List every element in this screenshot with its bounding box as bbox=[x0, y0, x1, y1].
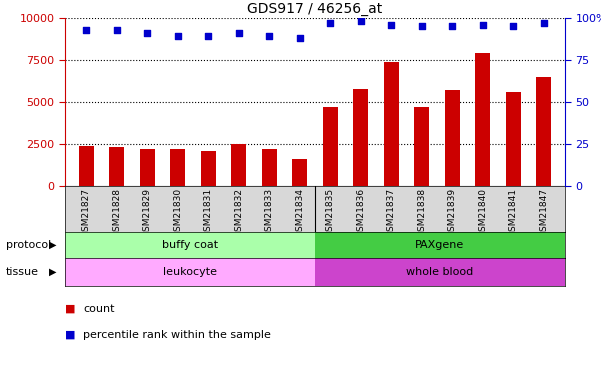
Bar bbox=[445, 90, 460, 186]
Text: GSM21838: GSM21838 bbox=[417, 188, 426, 237]
Bar bbox=[292, 159, 307, 186]
Text: ▶: ▶ bbox=[49, 267, 56, 277]
Bar bbox=[231, 144, 246, 186]
Text: buffy coat: buffy coat bbox=[162, 240, 218, 250]
Text: ■: ■ bbox=[65, 303, 76, 313]
Text: PAXgene: PAXgene bbox=[415, 240, 465, 250]
Bar bbox=[261, 149, 277, 186]
Bar bbox=[536, 77, 551, 186]
Bar bbox=[323, 107, 338, 186]
Point bbox=[112, 27, 121, 33]
Text: GSM21847: GSM21847 bbox=[539, 188, 548, 237]
Text: protocol: protocol bbox=[6, 240, 51, 250]
Point bbox=[264, 33, 274, 39]
Text: whole blood: whole blood bbox=[406, 267, 474, 277]
Text: GSM21828: GSM21828 bbox=[112, 188, 121, 237]
Text: GSM21829: GSM21829 bbox=[143, 188, 152, 237]
Text: ■: ■ bbox=[65, 330, 76, 340]
Text: percentile rank within the sample: percentile rank within the sample bbox=[83, 330, 271, 340]
Bar bbox=[414, 107, 429, 186]
Point bbox=[82, 27, 91, 33]
Text: count: count bbox=[83, 303, 115, 313]
Bar bbox=[79, 146, 94, 186]
Text: GSM21835: GSM21835 bbox=[326, 188, 335, 237]
Bar bbox=[201, 151, 216, 186]
Text: ▶: ▶ bbox=[49, 240, 56, 250]
Text: GSM21827: GSM21827 bbox=[82, 188, 91, 237]
Point bbox=[295, 35, 305, 41]
Text: GDS917 / 46256_at: GDS917 / 46256_at bbox=[248, 2, 383, 16]
Point bbox=[508, 23, 518, 29]
Bar bbox=[315, 258, 565, 286]
Point bbox=[142, 30, 152, 36]
Text: GSM21834: GSM21834 bbox=[295, 188, 304, 237]
Point bbox=[417, 23, 427, 29]
Bar bbox=[475, 53, 490, 186]
Text: GSM21833: GSM21833 bbox=[265, 188, 274, 237]
Point bbox=[356, 18, 365, 24]
Text: GSM21840: GSM21840 bbox=[478, 188, 487, 237]
Text: GSM21831: GSM21831 bbox=[204, 188, 213, 237]
Point bbox=[478, 22, 487, 28]
Text: GSM21837: GSM21837 bbox=[386, 188, 395, 237]
Text: GSM21839: GSM21839 bbox=[448, 188, 457, 237]
Text: leukocyte: leukocyte bbox=[163, 267, 217, 277]
Text: tissue: tissue bbox=[6, 267, 39, 277]
Text: GSM21841: GSM21841 bbox=[508, 188, 517, 237]
Bar bbox=[505, 92, 521, 186]
Bar bbox=[353, 88, 368, 186]
Bar bbox=[139, 149, 155, 186]
Bar bbox=[383, 62, 399, 186]
Point bbox=[234, 30, 243, 36]
Text: GSM21832: GSM21832 bbox=[234, 188, 243, 237]
Bar bbox=[65, 258, 315, 286]
Point bbox=[539, 20, 549, 26]
Point bbox=[386, 22, 396, 28]
Bar bbox=[109, 147, 124, 186]
Text: GSM21830: GSM21830 bbox=[173, 188, 182, 237]
Point bbox=[447, 23, 457, 29]
Text: GSM21836: GSM21836 bbox=[356, 188, 365, 237]
Bar bbox=[65, 232, 315, 258]
Point bbox=[173, 33, 183, 39]
Point bbox=[325, 20, 335, 26]
Bar bbox=[315, 232, 565, 258]
Point bbox=[204, 33, 213, 39]
Bar bbox=[170, 149, 186, 186]
